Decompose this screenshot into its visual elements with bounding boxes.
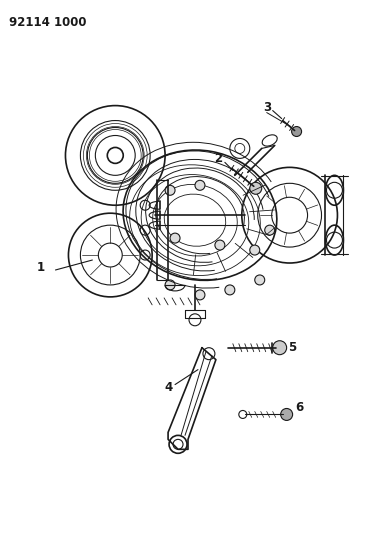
Circle shape	[255, 275, 265, 285]
Text: 92114 1000: 92114 1000	[9, 16, 86, 29]
Circle shape	[195, 180, 205, 190]
Text: 2: 2	[214, 152, 222, 165]
Text: 6: 6	[296, 401, 304, 414]
Circle shape	[292, 126, 302, 136]
Text: 5: 5	[288, 341, 296, 354]
Text: 1: 1	[37, 262, 44, 274]
Circle shape	[280, 408, 293, 421]
Text: 4: 4	[164, 381, 172, 394]
Circle shape	[165, 280, 175, 290]
Circle shape	[250, 182, 262, 194]
Circle shape	[165, 185, 175, 195]
Circle shape	[215, 240, 225, 250]
Circle shape	[265, 225, 275, 235]
Text: 3: 3	[264, 101, 272, 114]
Circle shape	[273, 341, 287, 354]
Circle shape	[195, 290, 205, 300]
Circle shape	[250, 245, 260, 255]
Circle shape	[225, 285, 235, 295]
Circle shape	[170, 233, 180, 243]
